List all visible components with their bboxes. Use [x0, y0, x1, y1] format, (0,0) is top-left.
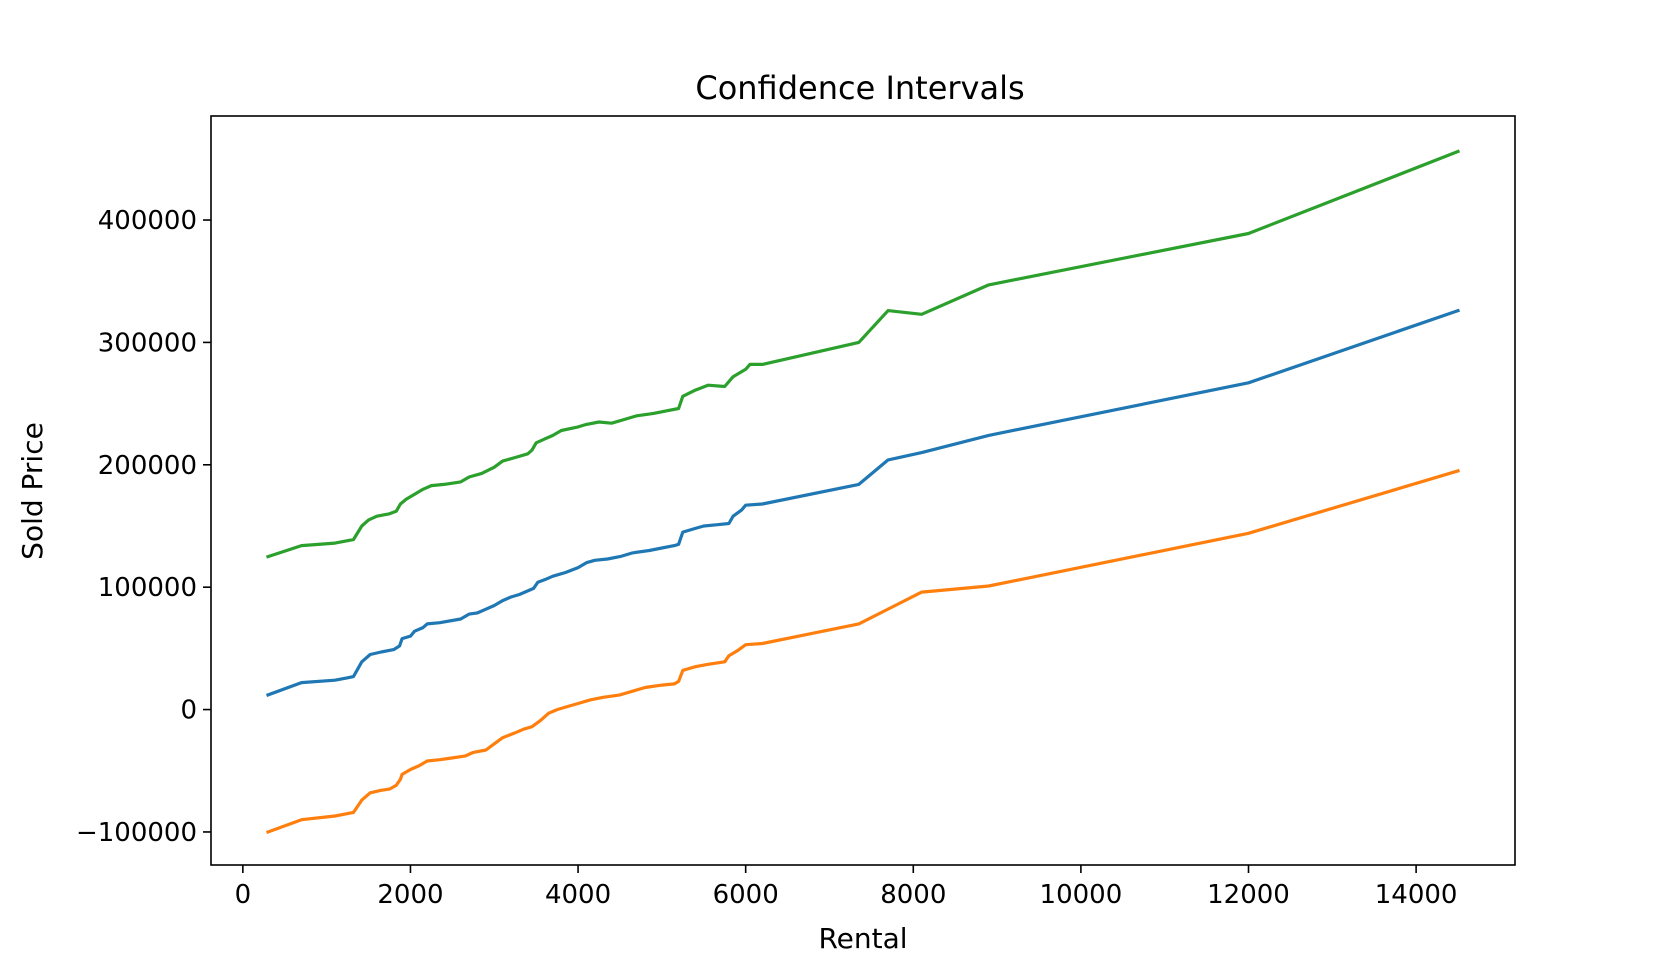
y-tick-label: 100000	[98, 573, 197, 603]
y-tick-label: 0	[180, 696, 197, 726]
plot-area-frame	[210, 115, 1516, 866]
y-axis-label: Sold Price	[16, 422, 49, 560]
x-tick-label: 0	[235, 880, 252, 910]
x-tick-label: 10000	[1040, 880, 1123, 910]
x-axis-label: Rental	[818, 922, 907, 955]
x-tick-label: 4000	[545, 880, 611, 910]
x-tick-label: 12000	[1207, 880, 1290, 910]
y-tick-label: 300000	[98, 328, 197, 358]
series-line-2	[265, 468, 1460, 835]
x-axis-ticks: 0 2000 4000 6000 8000 10000 12000 14000	[235, 865, 1458, 910]
y-axis-ticks: −100000 0 100000 200000 300000 400000	[76, 206, 211, 848]
x-tick-label: 2000	[377, 880, 443, 910]
x-tick-label: 14000	[1375, 880, 1458, 910]
series-line-1	[265, 308, 1461, 697]
series-layer	[265, 149, 1461, 835]
x-tick-label: 6000	[713, 880, 779, 910]
chart-title: Confidence Intervals	[695, 69, 1024, 107]
y-tick-label: 200000	[98, 451, 197, 481]
y-tick-label: 400000	[98, 206, 197, 236]
x-tick-label: 8000	[880, 880, 946, 910]
series-line-3	[265, 149, 1461, 559]
y-tick-label: −100000	[76, 818, 197, 848]
